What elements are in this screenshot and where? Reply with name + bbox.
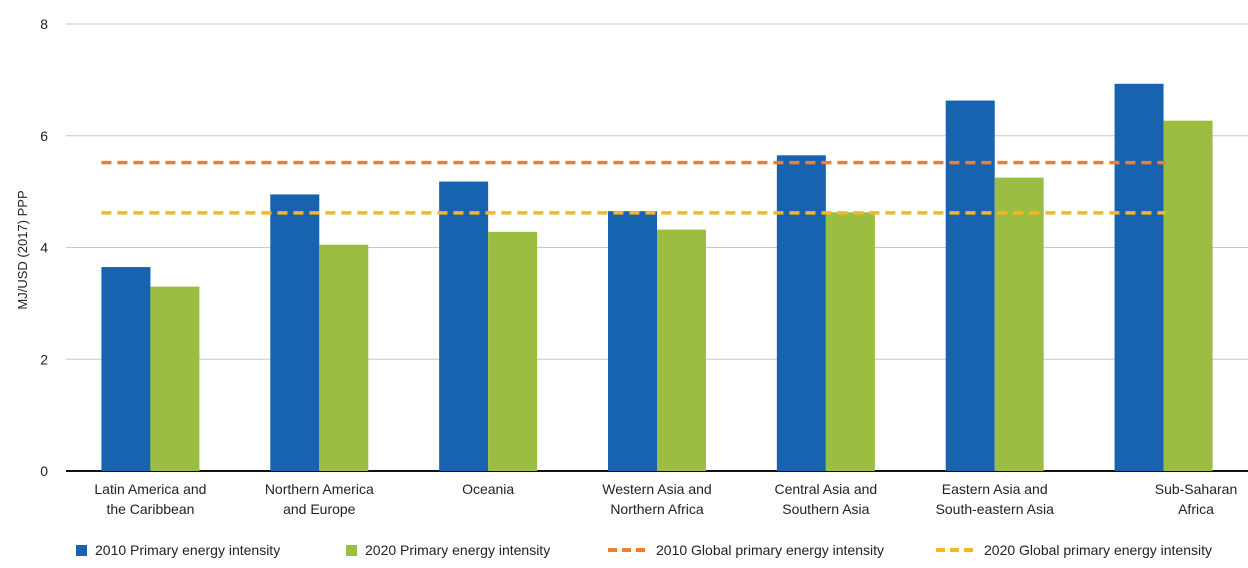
y-axis-label: MJ/USD (2017) PPP xyxy=(15,190,30,309)
bar-2010 xyxy=(439,181,489,471)
y-tick-label: 4 xyxy=(40,240,48,256)
legend-item-2010-bar: 2010 Primary energy intensity xyxy=(76,542,280,558)
x-category-label-line: Western Asia and xyxy=(602,481,711,497)
bar-2020 xyxy=(994,177,1044,471)
y-tick-label: 6 xyxy=(40,128,48,144)
y-tick-labels: 0 2 4 6 8 xyxy=(40,16,48,479)
x-category-label-line: Central Asia and xyxy=(774,481,877,497)
bars xyxy=(101,83,1213,471)
x-category-label-line: Oceania xyxy=(462,481,514,497)
y-tick-label: 0 xyxy=(40,463,48,479)
x-category-label: Central Asia and Southern Asia xyxy=(774,481,877,517)
bar-2020 xyxy=(1163,120,1213,471)
x-category-label-line: Sub-Saharan xyxy=(1155,481,1238,497)
x-category-label: Sub-Saharan Africa xyxy=(1155,481,1238,517)
bar-chart: 0 2 4 6 8 Latin America and the Caribbean Nort… xyxy=(15,16,1248,517)
bar-2010 xyxy=(776,155,826,471)
bar-2020 xyxy=(319,244,369,471)
bar-2010 xyxy=(945,100,995,471)
bar-2010 xyxy=(101,267,151,471)
legend-item-2010-global: 2010 Global primary energy intensity xyxy=(608,542,884,558)
x-category-label: Northern America and Europe xyxy=(265,481,374,517)
x-category-label-line: the Caribbean xyxy=(106,501,194,517)
reference-lines xyxy=(101,160,1166,215)
x-category-label-line: Northern America xyxy=(265,481,374,497)
y-tick-label: 8 xyxy=(40,16,48,32)
legend-item-2020-bar: 2020 Primary energy intensity xyxy=(346,542,550,558)
bar-2010 xyxy=(1114,83,1164,471)
legend-label: 2010 Primary energy intensity xyxy=(95,542,281,558)
x-category-label-line: South-eastern Asia xyxy=(936,501,1055,517)
bar-2020 xyxy=(657,229,706,471)
x-category-label-line: Northern Africa xyxy=(610,501,704,517)
x-category-label-line: Eastern Asia and xyxy=(942,481,1048,497)
bar-2020 xyxy=(150,286,200,471)
bar-2010 xyxy=(608,211,657,471)
bar-2020 xyxy=(488,231,538,471)
x-category-labels: Latin America and the Caribbean Northern A… xyxy=(94,481,1237,517)
x-category-label-line: and Europe xyxy=(283,501,356,517)
x-category-label-line: Southern Asia xyxy=(782,501,869,517)
x-category-label-line: Africa xyxy=(1178,501,1214,517)
x-category-label: Oceania xyxy=(462,481,514,497)
y-tick-label: 2 xyxy=(40,351,48,367)
legend-swatch xyxy=(76,544,87,556)
legend-label: 2020 Primary energy intensity xyxy=(365,542,551,558)
legend-swatch xyxy=(346,544,357,556)
bar-2020 xyxy=(825,212,875,471)
x-category-label-line: Latin America and xyxy=(94,481,206,497)
x-category-label: Latin America and the Caribbean xyxy=(94,481,206,517)
legend-label: 2020 Global primary energy intensity xyxy=(984,542,1213,558)
legend-item-2020-global: 2020 Global primary energy intensity xyxy=(936,542,1212,558)
bar-2010 xyxy=(270,194,320,471)
x-category-label: Western Asia and Northern Africa xyxy=(602,481,711,517)
x-category-label: Eastern Asia and South-eastern Asia xyxy=(936,481,1055,517)
legend-swatch xyxy=(608,548,648,552)
legend-swatch xyxy=(936,548,976,552)
legend-label: 2010 Global primary energy intensity xyxy=(656,542,885,558)
legend: 2010 Primary energy intensity 2020 Prima… xyxy=(0,542,1248,564)
